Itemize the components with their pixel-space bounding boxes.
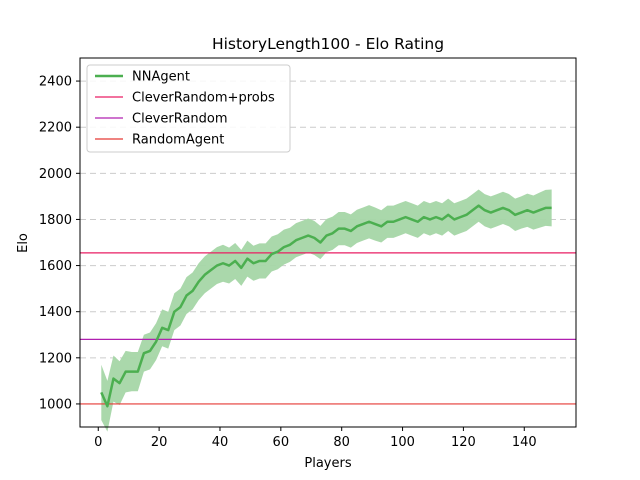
confidence-band-0 [101, 189, 552, 432]
y-tick-label-5: 2000 [39, 167, 72, 182]
y-tick-label-6: 2200 [39, 121, 72, 136]
x-tick-label-6: 120 [451, 435, 476, 450]
legend-label-0: NNAgent [132, 70, 190, 85]
x-tick-label-2: 40 [212, 435, 229, 450]
x-tick-label-7: 140 [512, 435, 537, 450]
x-tick-label-1: 20 [151, 435, 168, 450]
legend-label-2: CleverRandom [132, 112, 228, 127]
y-axis-label: Elo [16, 233, 31, 253]
y-tick-label-0: 1000 [39, 397, 72, 412]
series-lines [100, 204, 552, 408]
plot-frame [79, 57, 577, 428]
y-tick-label-1: 1200 [39, 351, 72, 366]
y-tick-label-3: 1600 [39, 259, 72, 274]
x-axis-ticks: 0 20 40 60 80 100 120 140 [94, 427, 537, 450]
x-tick-label-3: 60 [273, 435, 290, 450]
legend-label-3: RandomAgent [132, 133, 224, 148]
confidence-band-layer [101, 189, 552, 432]
y-tick-label-7: 2400 [39, 75, 72, 90]
chart-title: HistoryLength100 - Elo Rating [212, 35, 444, 53]
y-axis-ticks: 1000 1200 1400 1600 1800 2000 2200 2400 [39, 75, 80, 412]
legend-box [86, 64, 291, 153]
x-tick-label-0: 0 [94, 435, 102, 450]
x-axis-label: Players [304, 456, 351, 471]
y-tick-label-4: 1800 [39, 213, 72, 228]
x-tick-label-5: 100 [390, 435, 415, 450]
legend: NNAgent CleverRandom+probs CleverRandom Ran… [86, 64, 291, 153]
y-tick-label-2: 1400 [39, 305, 72, 320]
series-line-0 [100, 204, 552, 408]
legend-label-1: CleverRandom+probs [132, 91, 275, 106]
x-tick-label-4: 80 [333, 435, 350, 450]
reference-lines [80, 252, 576, 405]
